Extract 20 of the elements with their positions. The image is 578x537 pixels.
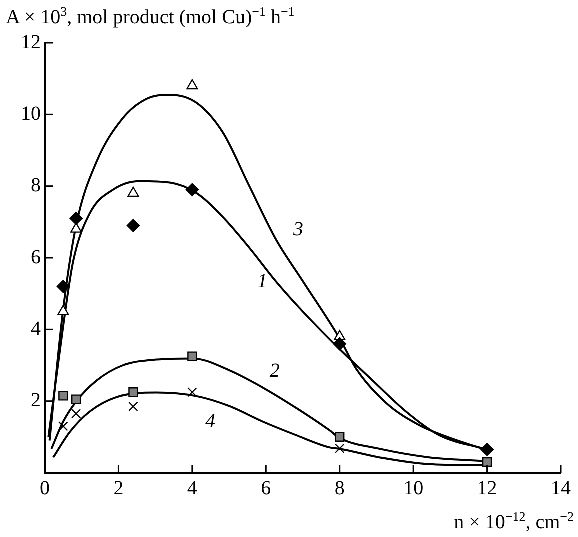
x-tick-label: 2 [114,477,124,500]
x-tick-label: 6 [261,477,272,500]
x-tick-label: 14 [551,477,571,500]
x-tick-label: 12 [477,477,498,500]
x-tick-label: 8 [334,477,345,500]
series-label: 4 [205,410,216,433]
series-label: 2 [270,360,280,382]
y-tick-label: 2 [31,390,41,412]
y-tick-label: 4 [31,318,41,340]
y-axis-title: A × 10$^{3}$, mol product (mol Cu)$^{−1}$ h$^{−1}$ [6,4,295,30]
y-tick-label: 8 [31,174,41,197]
y-tick-label: 10 [21,102,41,125]
y-tick-label: 6 [31,246,41,268]
x-tick-label: 10 [404,477,424,500]
series-label: 3 [292,218,304,240]
series-label: 1 [257,270,268,292]
x-axis-title: n × 10$^{−12}$, cm$^{−2}$ [454,509,574,535]
y-tick-label: 12 [21,31,41,54]
x-tick-label: 4 [187,477,198,500]
x-tick-label: 0 [40,477,50,500]
